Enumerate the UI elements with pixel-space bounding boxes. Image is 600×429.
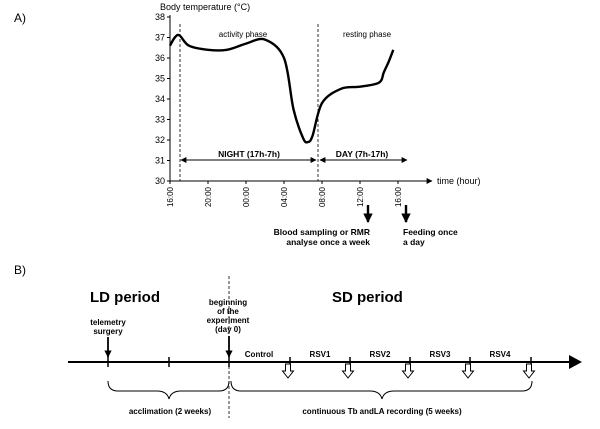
- resting-phase-label: resting phase: [343, 30, 392, 39]
- hollow-down-arrow-icon: [461, 363, 475, 379]
- hollow-down-arrow-icon: [522, 363, 536, 379]
- beginning-line3: experiment: [207, 316, 250, 325]
- x-tick-label: 16:00: [394, 186, 403, 207]
- y-tick-label: 35: [155, 74, 165, 84]
- panel-b-label: B): [14, 263, 26, 277]
- telemetry-line2: surgery: [93, 327, 123, 336]
- y-tick-label: 37: [155, 33, 165, 43]
- rsv1-label: RSV1: [310, 350, 331, 359]
- y-tick-label: 38: [155, 12, 165, 22]
- y-tick-label: 34: [155, 94, 165, 104]
- x-tick-label: 20:00: [204, 186, 213, 207]
- beginning-line4: (day 0): [215, 325, 241, 334]
- recording-label: continuous Tb andLA recording (5 weeks): [302, 407, 462, 416]
- x-tick-label: 08:00: [318, 186, 327, 207]
- feeding-line1: Feeding once: [403, 227, 458, 237]
- y-axis-title: Body temperature (°C): [160, 2, 250, 12]
- timeline-arrowhead: [569, 355, 582, 369]
- ld-period-title: LD period: [90, 289, 160, 306]
- x-tick-label: 04:00: [280, 186, 289, 207]
- control-label: Control: [245, 350, 273, 359]
- activity-phase-label: activity phase: [219, 30, 268, 39]
- rsv3-label: RSV3: [430, 350, 451, 359]
- acclimation-label: acclimation (2 weeks): [129, 407, 212, 416]
- x-tick-label: 16:00: [166, 186, 175, 207]
- x-tick-label: 12:00: [356, 186, 365, 207]
- hollow-down-arrow-icon: [341, 363, 355, 379]
- y-tick-label: 33: [155, 115, 165, 125]
- x-ticks: 16:00 20:00 00:00 04:00 08:00 12:00 16:00: [166, 181, 403, 207]
- blood-sampling-line2: analyse once a week: [286, 237, 370, 247]
- x-axis-title: time (hour): [437, 176, 481, 186]
- y-tick-label: 31: [155, 156, 165, 166]
- y-ticks: 30 31 32 33 34 35 36 37 38: [155, 12, 170, 186]
- y-tick-label: 36: [155, 53, 165, 63]
- sd-period-title: SD period: [332, 289, 403, 306]
- panel-a-label: A): [14, 11, 26, 25]
- hollow-down-arrow-icon: [281, 363, 295, 379]
- temperature-curve: [168, 33, 395, 144]
- sampling-arrows: [281, 363, 536, 379]
- beginning-line2: of the: [217, 307, 239, 316]
- day-label: DAY (7h-17h): [336, 149, 389, 159]
- hollow-down-arrow-icon: [401, 363, 415, 379]
- telemetry-line1: telemetry: [90, 318, 126, 327]
- y-tick-label: 32: [155, 135, 165, 145]
- feeding-line2: a day: [403, 237, 425, 247]
- y-tick-label: 30: [155, 176, 165, 186]
- beginning-line1: beginning: [209, 298, 247, 307]
- blood-sampling-line1: Blood sampling or RMR: [274, 227, 370, 237]
- rsv4-label: RSV4: [490, 350, 511, 359]
- recording-brace: [230, 380, 533, 400]
- chart-axes: [169, 15, 433, 184]
- x-tick-label: 00:00: [242, 186, 251, 207]
- rsv2-label: RSV2: [370, 350, 391, 359]
- night-label: NIGHT (17h-7h): [218, 149, 280, 159]
- acclimation-brace: [107, 380, 230, 400]
